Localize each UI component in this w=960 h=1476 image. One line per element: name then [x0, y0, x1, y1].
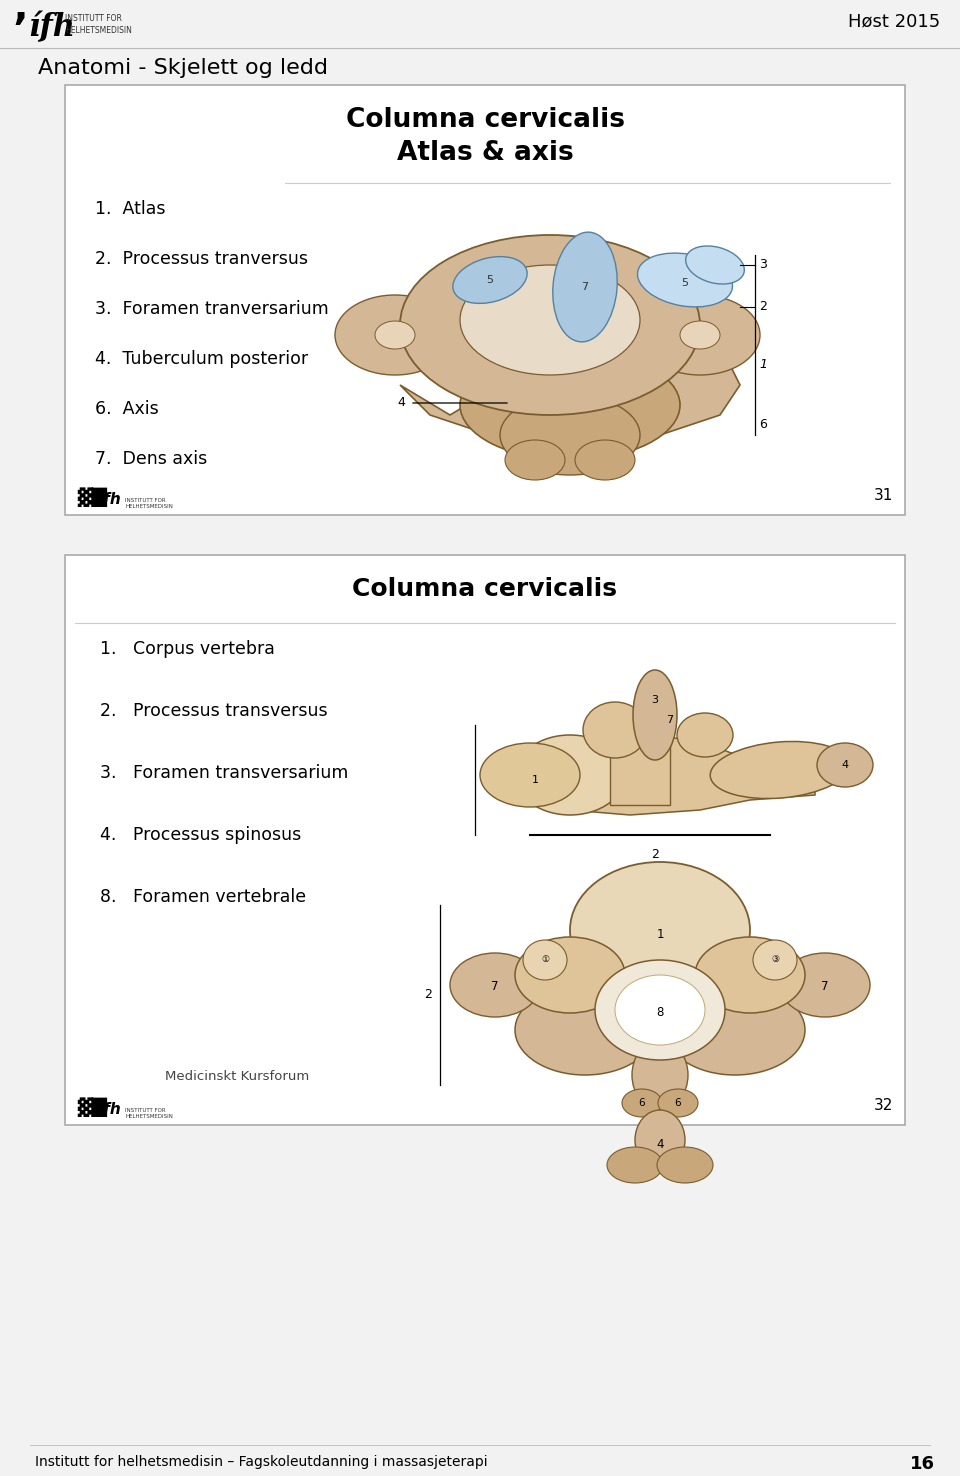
- Text: 1: 1: [532, 775, 539, 785]
- Text: 7: 7: [821, 980, 828, 993]
- Ellipse shape: [677, 713, 733, 757]
- Text: Institutt for helhetsmedisin – Fagskoleutdanning i massasjeterapi: Institutt for helhetsmedisin – Fagskoleu…: [35, 1455, 488, 1469]
- Text: 8.   Foramen vertebrale: 8. Foramen vertebrale: [100, 889, 306, 906]
- Text: ífh: ífh: [28, 12, 75, 43]
- Text: 6: 6: [638, 1098, 645, 1108]
- Ellipse shape: [575, 440, 635, 480]
- Text: 32: 32: [874, 1098, 893, 1113]
- Text: 2: 2: [759, 301, 767, 313]
- Text: ’: ’: [12, 10, 28, 52]
- Ellipse shape: [515, 937, 625, 1013]
- Ellipse shape: [570, 862, 750, 998]
- Ellipse shape: [460, 350, 680, 461]
- Ellipse shape: [780, 953, 870, 1017]
- Ellipse shape: [595, 959, 725, 1060]
- Text: 7: 7: [666, 714, 674, 725]
- Text: ífh: ífh: [99, 492, 122, 506]
- Text: 3.   Foramen transversarium: 3. Foramen transversarium: [100, 765, 348, 782]
- Text: 4.   Processus spinosus: 4. Processus spinosus: [100, 827, 301, 844]
- Ellipse shape: [633, 670, 677, 760]
- Ellipse shape: [607, 1147, 663, 1182]
- Text: INSTITUTT FOR
HELHETSMEDISIN: INSTITUTT FOR HELHETSMEDISIN: [125, 1108, 173, 1119]
- Text: 31: 31: [874, 489, 893, 503]
- Text: Columna cervicalis: Columna cervicalis: [352, 577, 617, 601]
- Text: Medicinskt Kursforum: Medicinskt Kursforum: [165, 1070, 309, 1083]
- Text: 4: 4: [657, 1138, 663, 1151]
- Ellipse shape: [817, 742, 873, 787]
- Text: 4.  Tuberculum posterior: 4. Tuberculum posterior: [95, 350, 308, 368]
- Ellipse shape: [553, 232, 617, 342]
- Text: 1.   Corpus vertebra: 1. Corpus vertebra: [100, 641, 275, 658]
- Ellipse shape: [680, 320, 720, 348]
- Text: 5: 5: [682, 277, 688, 288]
- Text: ífh: ífh: [99, 1103, 122, 1117]
- Text: 1: 1: [759, 359, 767, 372]
- Text: INSTITUTT FOR
HELHETSMEDISIN: INSTITUTT FOR HELHETSMEDISIN: [125, 497, 173, 509]
- Text: 6.  Axis: 6. Axis: [95, 400, 158, 418]
- Ellipse shape: [710, 741, 850, 799]
- Ellipse shape: [523, 940, 567, 980]
- Ellipse shape: [632, 1041, 688, 1110]
- Text: 3.  Foramen tranversarium: 3. Foramen tranversarium: [95, 300, 328, 317]
- Text: ③: ③: [771, 955, 780, 964]
- Text: 2.   Processus transversus: 2. Processus transversus: [100, 703, 327, 720]
- Text: 2.  Processus tranversus: 2. Processus tranversus: [95, 249, 308, 269]
- Text: 3: 3: [652, 695, 659, 706]
- Ellipse shape: [695, 937, 805, 1013]
- Polygon shape: [610, 745, 670, 804]
- Polygon shape: [500, 735, 815, 815]
- Ellipse shape: [480, 742, 580, 807]
- Ellipse shape: [753, 940, 797, 980]
- Text: 7: 7: [492, 980, 499, 993]
- Text: Høst 2015: Høst 2015: [848, 12, 940, 30]
- Text: INSTITUTT FOR
HELHETSMEDISIN: INSTITUTT FOR HELHETSMEDISIN: [65, 13, 132, 35]
- Text: 8: 8: [657, 1007, 663, 1020]
- Ellipse shape: [453, 257, 527, 304]
- Text: 2: 2: [424, 989, 432, 1002]
- Ellipse shape: [665, 984, 805, 1075]
- Text: 6: 6: [759, 419, 767, 431]
- Text: 1: 1: [657, 928, 663, 942]
- Text: 7.  Dens axis: 7. Dens axis: [95, 450, 207, 468]
- Ellipse shape: [500, 396, 640, 475]
- Ellipse shape: [505, 440, 565, 480]
- Ellipse shape: [460, 266, 640, 375]
- Ellipse shape: [637, 252, 732, 307]
- Text: ①: ①: [540, 955, 549, 964]
- Text: Atlas & axis: Atlas & axis: [396, 140, 573, 165]
- Text: 4: 4: [841, 760, 849, 770]
- Text: 7: 7: [582, 282, 588, 292]
- Ellipse shape: [450, 953, 540, 1017]
- FancyBboxPatch shape: [65, 86, 905, 515]
- Polygon shape: [400, 345, 740, 435]
- FancyBboxPatch shape: [65, 555, 905, 1125]
- Ellipse shape: [375, 320, 415, 348]
- Text: 5: 5: [487, 275, 493, 285]
- Text: ▓█: ▓█: [77, 487, 107, 506]
- Ellipse shape: [640, 295, 760, 375]
- Ellipse shape: [400, 235, 700, 415]
- Text: 1.  Atlas: 1. Atlas: [95, 201, 165, 218]
- Ellipse shape: [515, 984, 655, 1075]
- Text: 16: 16: [910, 1455, 935, 1473]
- Ellipse shape: [583, 703, 647, 759]
- Text: Anatomi - Skjelett og ledd: Anatomi - Skjelett og ledd: [38, 58, 328, 78]
- Ellipse shape: [657, 1147, 713, 1182]
- Ellipse shape: [515, 735, 625, 815]
- Text: 3: 3: [759, 258, 767, 272]
- Ellipse shape: [635, 1110, 685, 1170]
- Text: Columna cervicalis: Columna cervicalis: [346, 106, 625, 133]
- Ellipse shape: [622, 1089, 662, 1117]
- Text: 6: 6: [675, 1098, 682, 1108]
- Text: ▓█: ▓█: [77, 1097, 107, 1117]
- Text: 4: 4: [397, 397, 405, 409]
- Ellipse shape: [335, 295, 455, 375]
- Ellipse shape: [658, 1089, 698, 1117]
- Ellipse shape: [615, 976, 705, 1045]
- Ellipse shape: [685, 246, 744, 283]
- Text: 2: 2: [651, 849, 659, 861]
